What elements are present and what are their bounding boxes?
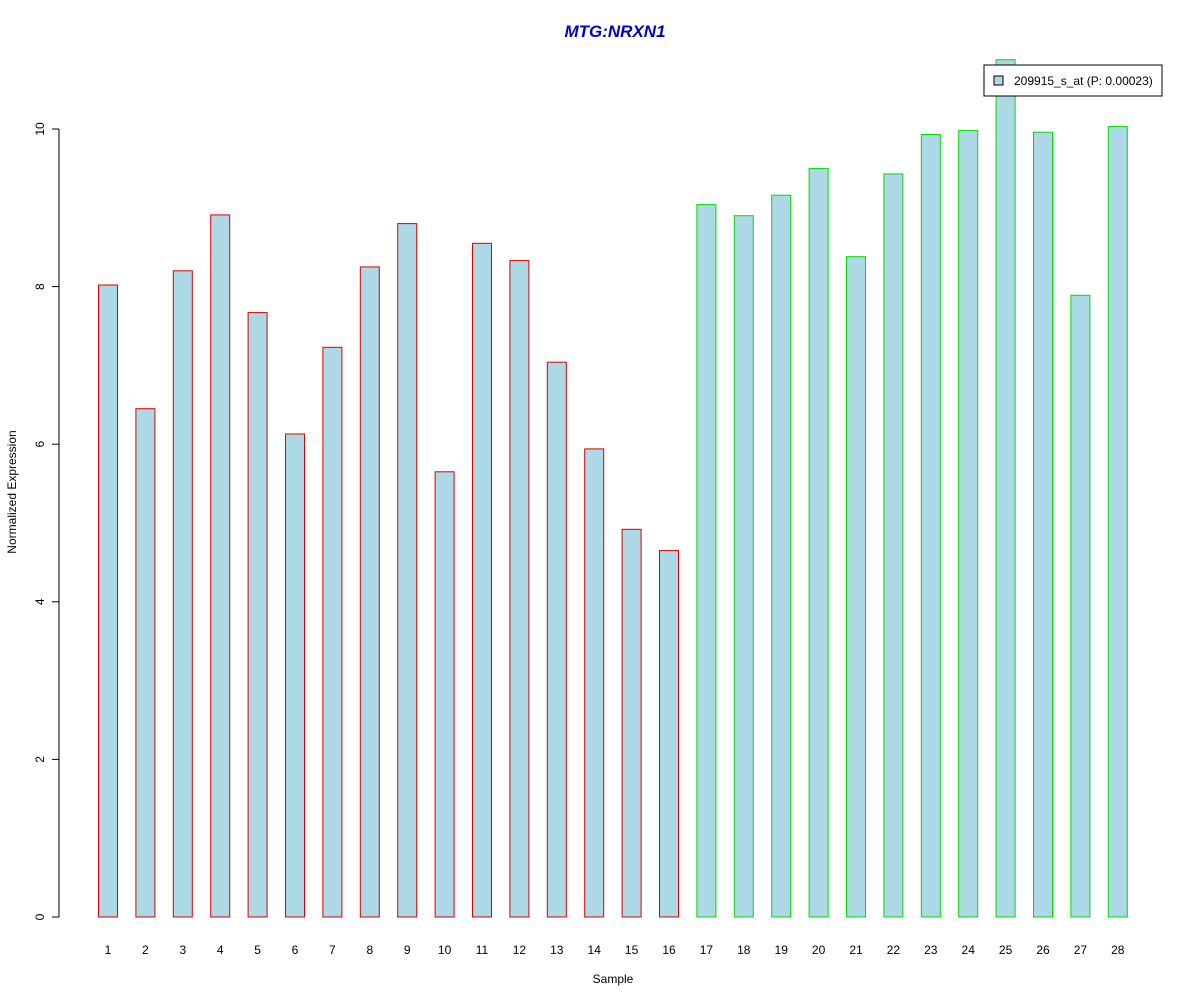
x-tick-label: 17 [700,943,714,957]
x-tick-label: 28 [1111,943,1125,957]
x-tick-label: 3 [179,943,186,957]
x-tick-label: 7 [329,943,336,957]
bar-sample-22 [883,173,904,918]
bar-sample-25 [995,59,1016,918]
y-tick-label: 8 [33,283,47,290]
bar-sample-11 [472,242,492,918]
legend-entry: 209915_s_at (P: 0.00023) [1014,74,1153,88]
bar-sample-24 [958,130,979,918]
y-tick-label: 0 [33,913,47,920]
legend-swatch [993,75,1004,86]
bar-sample-17 [696,204,717,918]
x-tick-label: 24 [962,943,976,957]
legend-box [983,64,1163,97]
bar-sample-26 [1033,131,1053,918]
x-tick-label: 4 [217,943,224,957]
x-tick-label: 22 [887,943,901,957]
x-tick-label: 16 [662,943,676,957]
bar-sample-3 [172,270,193,918]
bar-sample-8 [359,266,380,918]
bar-sample-4 [210,214,231,918]
bar-sample-21 [846,256,866,918]
bar-sample-15 [621,528,642,918]
bar-sample-14 [584,448,605,918]
x-tick-label: 20 [812,943,826,957]
x-tick-label: 1 [105,943,112,957]
bar-sample-1 [98,284,118,918]
x-tick-label: 15 [625,943,639,957]
bars [98,59,1128,918]
x-tick-label: 13 [550,943,564,957]
x-tick-label: 10 [438,943,452,957]
y-axis: 0 2 4 6 8 10 [33,122,60,920]
bar-sample-2 [135,408,156,918]
x-tick-label: 14 [588,943,602,957]
bar-sample-9 [397,223,418,918]
x-axis-title: Sample [593,972,634,986]
x-axis-tick-labels: 1 2 3 4 5 6 7 8 9 10 11 12 13 14 15 16 17 18 19 20 21 22 23 24 2… [105,943,1125,957]
x-tick-label: 8 [366,943,373,957]
bar-sample-6 [285,433,305,918]
legend: 209915_s_at (P: 0.00023) [983,64,1163,97]
bar-sample-28 [1107,126,1128,918]
bar-sample-13 [546,361,567,918]
x-tick-label: 2 [142,943,149,957]
x-tick-label: 5 [254,943,261,957]
chart-title: MTG:NRXN1 [564,22,665,41]
x-tick-label: 6 [292,943,299,957]
bar-sample-7 [322,346,343,918]
bar-sample-5 [247,312,268,918]
x-tick-label: 18 [737,943,751,957]
bar-sample-19 [771,194,792,918]
y-tick-label: 2 [33,756,47,763]
bar-sample-10 [434,471,455,918]
x-tick-label: 26 [1036,943,1050,957]
bar-sample-23 [920,134,941,918]
bar-sample-18 [733,215,754,918]
bar-sample-27 [1070,294,1091,918]
x-tick-label: 25 [999,943,1013,957]
bar-sample-12 [509,260,530,918]
x-tick-label: 21 [849,943,863,957]
y-axis-title: Normalized Expression [5,430,19,553]
bar-sample-20 [808,167,829,918]
x-tick-label: 23 [924,943,938,957]
x-tick-label: 12 [513,943,527,957]
y-tick-label: 10 [33,122,47,136]
bar-sample-16 [659,550,679,918]
x-tick-label: 27 [1074,943,1088,957]
y-tick-label: 6 [33,441,47,448]
x-tick-label: 19 [775,943,789,957]
y-tick-label: 4 [33,598,47,605]
x-tick-label: 9 [404,943,411,957]
x-tick-label: 11 [476,943,489,957]
